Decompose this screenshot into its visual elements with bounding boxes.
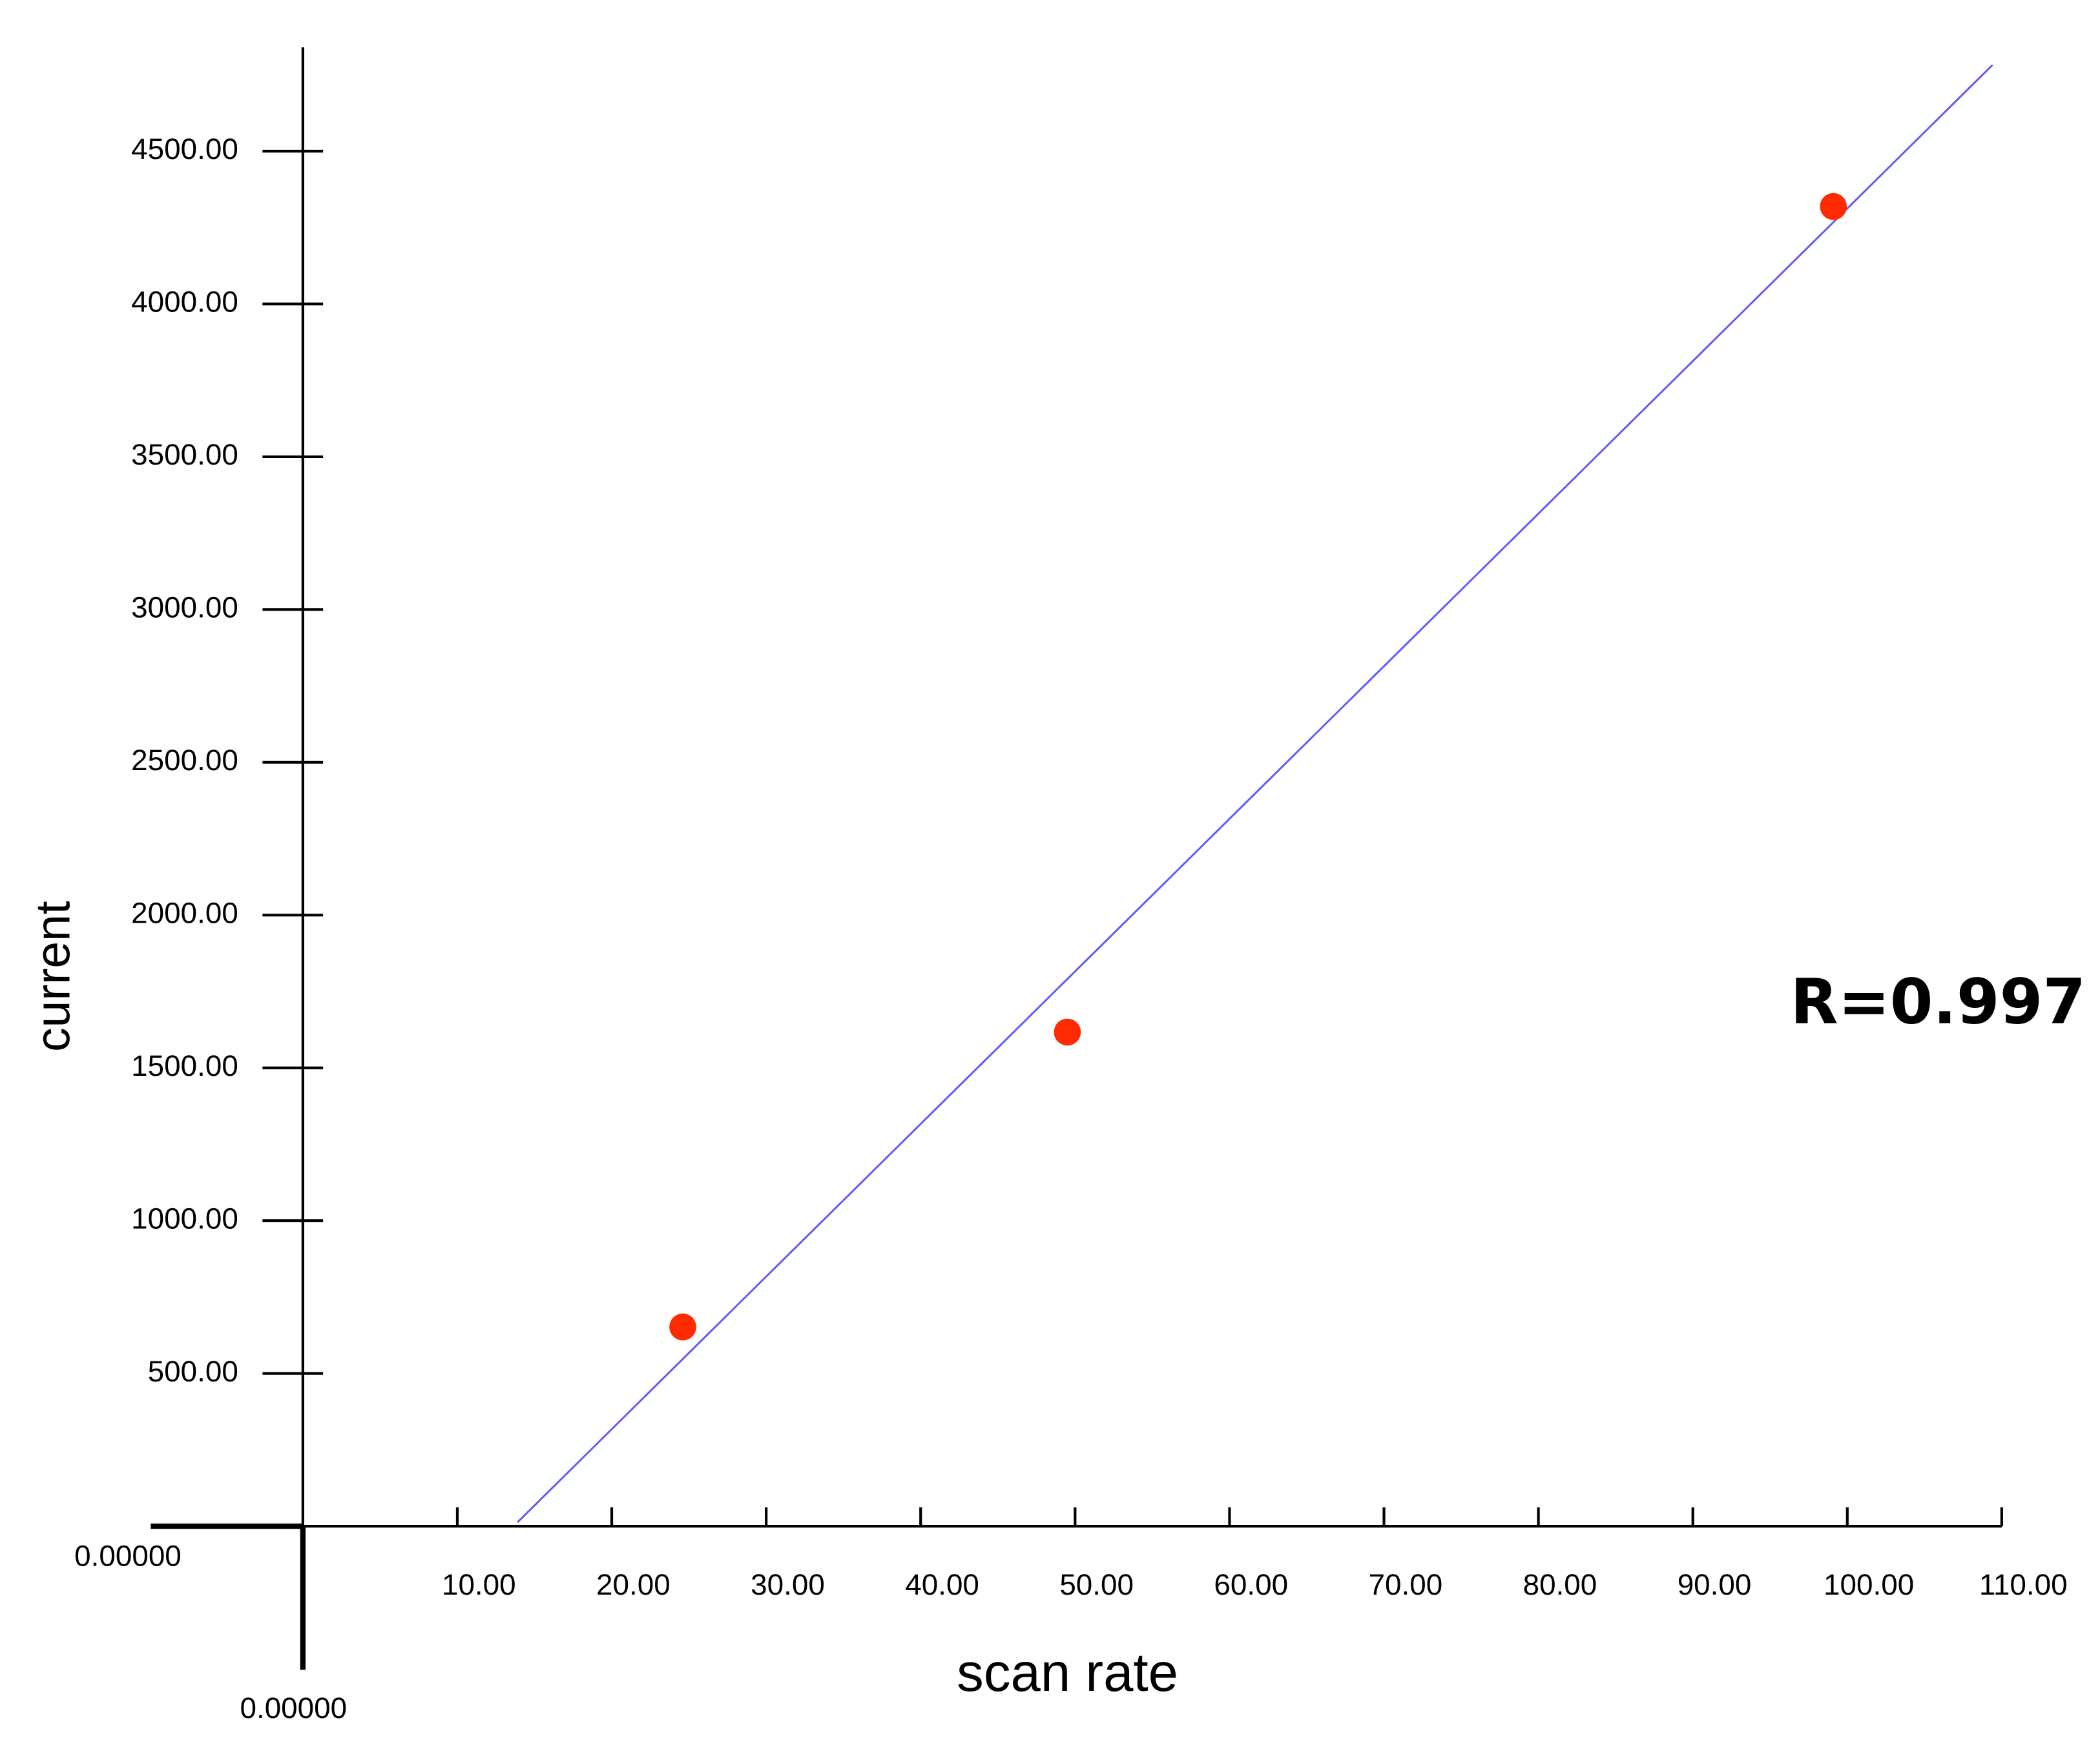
y-tick-label: 1500.00 [131, 1049, 238, 1082]
y-tick-label: 2500.00 [131, 744, 238, 777]
point [669, 1313, 696, 1341]
x-tick-label: 110.00 [1979, 1568, 2068, 1601]
x-tick-label: 60.00 [1214, 1568, 1288, 1601]
y-tick-label: 3500.00 [131, 438, 238, 471]
x-tick-label: 30.00 [751, 1568, 825, 1601]
x-tick-label: 20.00 [596, 1568, 671, 1601]
y-tick-label: 1000.00 [131, 1202, 238, 1235]
x-tick-label: 10.00 [442, 1568, 516, 1601]
y-tick-label: 4500.00 [131, 132, 238, 165]
point [1820, 193, 1847, 220]
annotation: R=0.997 [1791, 965, 2086, 1038]
x-axis-title: scan rate [957, 1642, 1178, 1703]
fit-line [517, 64, 1993, 1523]
origin-label: 0.00000 [240, 1692, 347, 1724]
x-tick-label: 90.00 [1678, 1568, 1752, 1601]
y-tick-label: 2000.00 [131, 896, 238, 929]
y-tick-label: 4000.00 [131, 286, 238, 319]
y-tick-label: 3000.00 [131, 591, 238, 624]
y-tick-label: 500.00 [148, 1355, 238, 1388]
x-tick-label: 70.00 [1369, 1568, 1443, 1601]
x-tick-label: 40.00 [905, 1568, 979, 1601]
point [1054, 1018, 1081, 1046]
x-tick-label: 50.00 [1059, 1568, 1134, 1601]
x-tick-label: 100.00 [1824, 1568, 1914, 1601]
x-tick-label: 80.00 [1523, 1568, 1597, 1601]
origin-label: 0.00000 [74, 1540, 182, 1573]
y-axis-title: current [25, 901, 79, 1052]
